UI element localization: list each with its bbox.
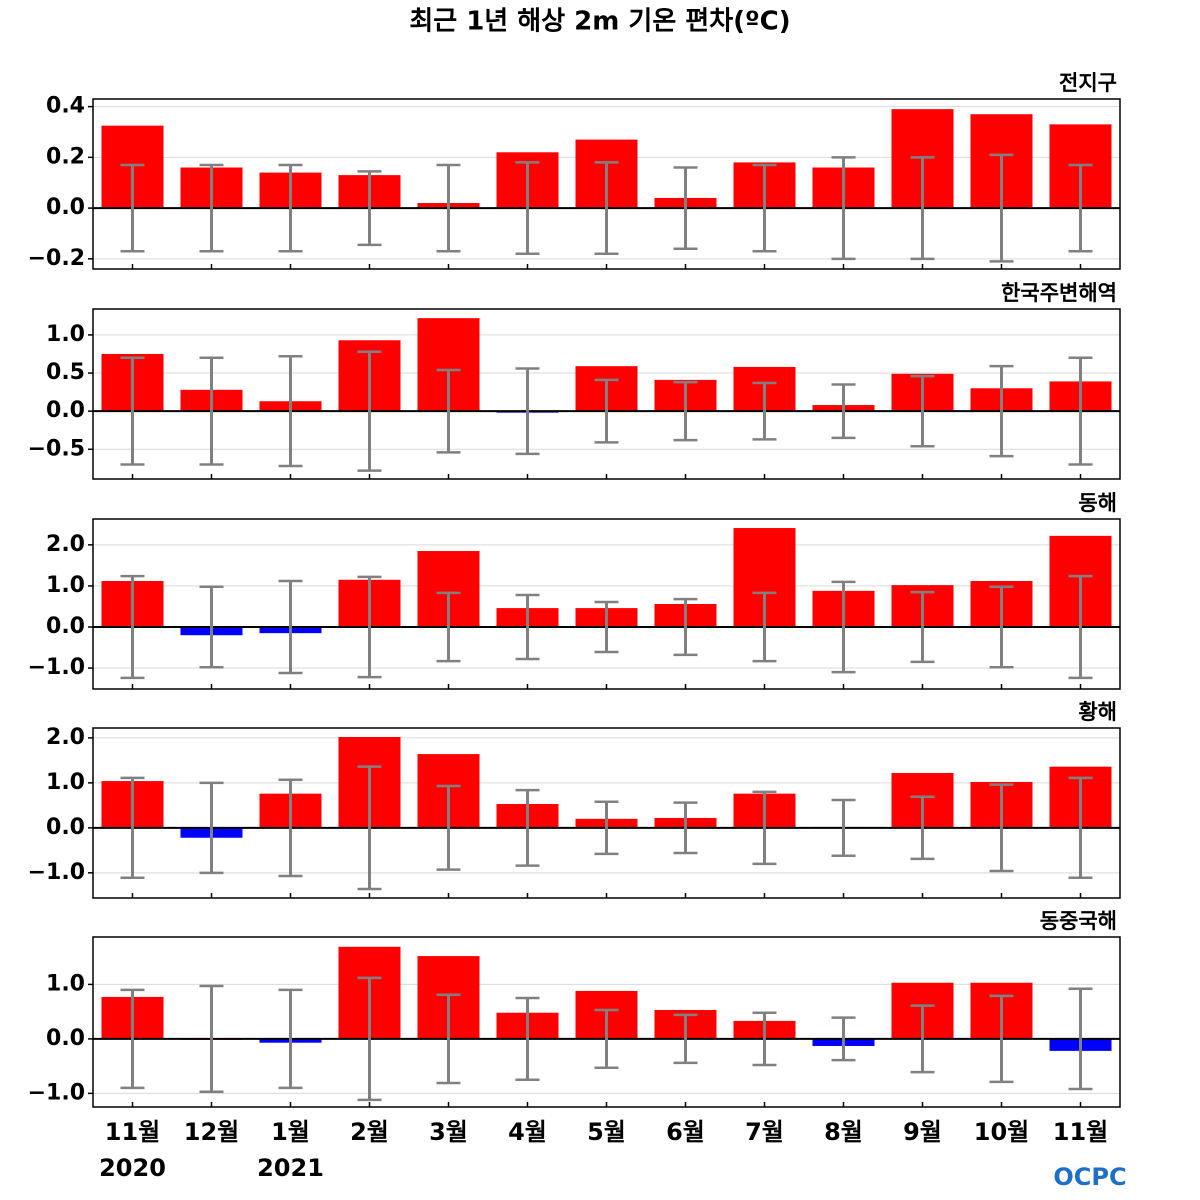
chart-title: 최근 1년 해상 2m 기온 편차(ºC) [409,7,790,37]
y-tick-label: 0.5 [46,360,85,385]
panel-title: 동해 [1078,491,1117,515]
y-tick-label: −1.0 [28,1080,85,1105]
y-tick-label: 2.0 [46,725,85,750]
y-tick-label: −1.0 [28,860,85,885]
x-tick-label: 6월 [666,1118,705,1146]
y-tick-label: 1.0 [46,573,85,598]
y-tick-label: 2.0 [46,532,85,557]
x-tick-label: 11월 [105,1118,160,1146]
panel-frame [92,98,1121,270]
y-tick-label: −0.5 [28,436,85,461]
panel-title: 동중국해 [1040,909,1117,933]
x-tick-label: 11월 [1053,1118,1108,1146]
panel-frame [92,518,1121,690]
x-tick-label: 8월 [824,1118,863,1146]
panel-title: 한국주변해역 [1001,281,1117,305]
x-tick-label: 12월 [184,1118,239,1146]
x-tick-label: 9월 [903,1118,942,1146]
y-tick-label: 0.4 [46,94,85,119]
y-tick-label: 0.0 [46,1026,85,1051]
y-tick-label: −1.0 [28,655,85,680]
x-tick-label: 10월 [974,1118,1029,1146]
x-tick-label: 4월 [508,1118,547,1146]
panel-frame [92,308,1121,480]
panel-frame [92,727,1121,899]
y-tick-label: 1.0 [46,971,85,996]
y-tick-label: 1.0 [46,322,85,347]
panel-title: 황해 [1078,700,1117,724]
y-tick-label: 0.2 [46,144,85,169]
x-tick-label: 1월 [271,1118,310,1146]
x-tick-label: 5월 [587,1118,626,1146]
panel-frame [92,936,1121,1108]
x-tick-label: 3월 [429,1118,468,1146]
x-tick-label: 7월 [745,1118,784,1146]
year-label: 2021 [257,1154,324,1182]
y-tick-label: 1.0 [46,770,85,795]
logo: OCPC [1053,1163,1126,1191]
y-tick-label: 0.0 [46,195,85,220]
y-tick-label: 0.0 [46,398,85,423]
year-label: 2020 [99,1154,166,1182]
y-tick-label: 0.0 [46,815,85,840]
panel-title: 전지구 [1059,71,1117,95]
x-tick-label: 2월 [350,1118,389,1146]
y-tick-label: 0.0 [46,614,85,639]
y-tick-label: −0.2 [28,246,85,271]
